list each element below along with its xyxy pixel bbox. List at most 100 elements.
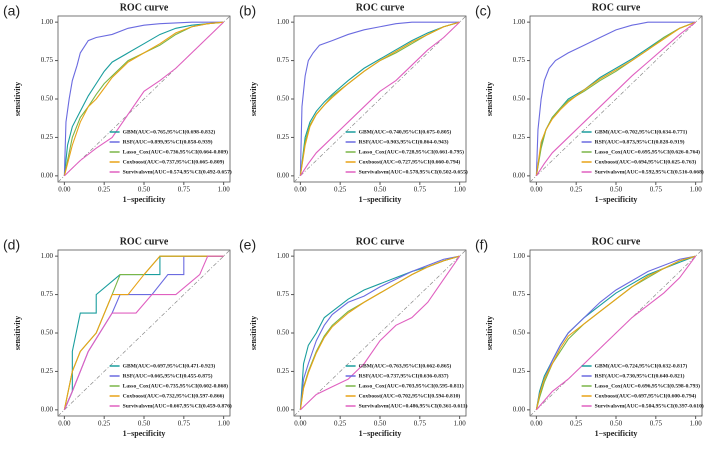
x-tick-label: 0.25 bbox=[570, 186, 583, 194]
chart-title: ROC curve bbox=[592, 236, 641, 247]
x-tick-label: 0.25 bbox=[98, 420, 111, 428]
x-axis-title: 1−specificity bbox=[123, 195, 166, 204]
roc-curve bbox=[63, 21, 224, 176]
roc-curve bbox=[63, 21, 224, 176]
chart-title: ROC curve bbox=[120, 236, 169, 247]
roc-curve bbox=[299, 255, 461, 411]
legend-label: Survivalsvm(AUC=0.592,95%CI(0.516-0.668) bbox=[595, 168, 704, 175]
roc-curve bbox=[63, 21, 225, 177]
x-tick-label: 0.50 bbox=[374, 420, 387, 428]
x-tick-label: 1.00 bbox=[218, 186, 231, 194]
y-tick-label: 0.50 bbox=[41, 95, 54, 103]
x-tick-label: 0.75 bbox=[650, 420, 663, 428]
y-axis-title: sensitivity bbox=[13, 82, 22, 116]
roc-curve bbox=[299, 21, 460, 176]
roc-curve bbox=[299, 255, 460, 410]
legend-label: Lasso_Cox(AUC=0.696,95%CI(0.598-0.793) bbox=[595, 382, 701, 389]
reference-diagonal bbox=[293, 15, 467, 183]
x-axis-title: 1−specificity bbox=[359, 429, 402, 438]
x-tick-label: 0.25 bbox=[98, 186, 111, 194]
y-tick-label: 0.00 bbox=[277, 405, 290, 413]
roc-curve bbox=[535, 255, 697, 411]
y-tick-label: 0.75 bbox=[277, 290, 290, 298]
y-tick-label: 1.00 bbox=[513, 18, 526, 26]
y-tick-label: 0.75 bbox=[277, 56, 290, 64]
y-tick-label: 0.75 bbox=[513, 56, 526, 64]
legend-label: Lasso_Cox(AUC=0.703,95%CI(0.595-0.811) bbox=[359, 382, 464, 389]
legend-label: Survivalsvm(AUC=0.504,95%CI(0.397-0.610) bbox=[595, 402, 704, 409]
x-tick-label: 0.00 bbox=[294, 186, 307, 194]
y-tick-label: 0.75 bbox=[513, 290, 526, 298]
legend-label: GBM(AUC=0.740,95%CI(0.675-0.805) bbox=[359, 128, 452, 135]
legend-label: GBM(AUC=0.765,95%CI(0.698-0.832) bbox=[123, 128, 216, 135]
y-axis-title: sensitivity bbox=[485, 316, 494, 350]
legend-label: GBM(AUC=0.697,95%CI(0.471-0.923) bbox=[123, 362, 216, 369]
roc-curve bbox=[63, 21, 224, 176]
y-tick-label: 0.00 bbox=[513, 405, 526, 413]
y-axis-title: sensitivity bbox=[249, 82, 258, 116]
y-tick-label: 0.00 bbox=[277, 171, 290, 179]
legend-label: RSF(AUC=0.899,95%CI(0.858-0.939) bbox=[123, 138, 213, 145]
x-tick-label: 0.50 bbox=[610, 420, 623, 428]
x-tick-label: 0.75 bbox=[178, 186, 191, 194]
y-tick-label: 1.00 bbox=[277, 18, 290, 26]
x-tick-label: 0.00 bbox=[530, 420, 543, 428]
legend-label: GBM(AUC=0.724,95%CI(0.632-0.817) bbox=[595, 362, 688, 369]
panel-label: (d) bbox=[3, 237, 20, 253]
y-tick-label: 0.00 bbox=[513, 171, 526, 179]
x-tick-label: 1.00 bbox=[690, 186, 703, 194]
reference-diagonal bbox=[57, 249, 231, 417]
x-axis-title: 1−specificity bbox=[595, 195, 638, 204]
x-tick-label: 0.25 bbox=[334, 420, 347, 428]
y-tick-label: 0.50 bbox=[513, 329, 526, 337]
y-tick-label: 1.00 bbox=[41, 18, 54, 26]
panel-label: (b) bbox=[239, 3, 256, 19]
x-tick-label: 0.50 bbox=[374, 186, 387, 194]
y-tick-label: 0.50 bbox=[513, 95, 526, 103]
y-tick-label: 0.50 bbox=[277, 329, 290, 337]
legend-label: Coxboost(AUC=0.737,95%CI(0.665-0.809) bbox=[123, 158, 225, 165]
reference-diagonal bbox=[529, 15, 703, 183]
legend-label: Survivalsvm(AUC=0.578,95%CI(0.502-0.655) bbox=[359, 168, 468, 175]
chart-title: ROC curve bbox=[356, 236, 405, 247]
x-axis-title: 1−specificity bbox=[123, 429, 166, 438]
y-tick-label: 0.25 bbox=[41, 367, 54, 375]
roc-curve bbox=[535, 21, 696, 176]
roc-curve bbox=[535, 21, 696, 177]
legend-label: RSF(AUC=0.873,95%CI(0.828-0.919) bbox=[595, 138, 685, 145]
roc-curve bbox=[299, 21, 460, 176]
reference-diagonal bbox=[293, 249, 467, 417]
legend-label: Survivalsvm(AUC=0.667,95%CI(0.459-0.876) bbox=[123, 402, 232, 409]
roc-curve bbox=[535, 255, 696, 410]
legend-label: Lasso_Cox(AUC=0.736,95%CI(0.664-0.809) bbox=[123, 148, 229, 155]
y-tick-label: 1.00 bbox=[41, 252, 54, 260]
legend-label: Coxboost(AUC=0.697,95%CI(0.600-0.794) bbox=[595, 392, 697, 399]
legend-label: RSF(AUC=0.665,95%CI(0.455-0.875) bbox=[123, 372, 213, 379]
chart-title: ROC curve bbox=[120, 2, 169, 13]
legend-label: GBM(AUC=0.702,95%CI(0.634-0.771) bbox=[595, 128, 688, 135]
y-axis-title: sensitivity bbox=[485, 82, 494, 116]
x-tick-label: 0.75 bbox=[178, 420, 191, 428]
x-tick-label: 1.00 bbox=[218, 420, 231, 428]
x-tick-label: 0.25 bbox=[570, 420, 583, 428]
roc-curve bbox=[535, 21, 696, 176]
y-tick-label: 0.50 bbox=[41, 329, 54, 337]
roc-curve bbox=[299, 21, 461, 177]
y-tick-label: 0.25 bbox=[513, 133, 526, 141]
legend-label: Coxboost(AUC=0.727,95%CI(0.660-0.794) bbox=[359, 158, 461, 165]
panel-label: (e) bbox=[239, 237, 256, 253]
panel-label: (f) bbox=[475, 237, 488, 253]
x-tick-label: 0.00 bbox=[58, 420, 71, 428]
x-tick-label: 0.00 bbox=[58, 186, 71, 194]
y-tick-label: 1.00 bbox=[277, 252, 290, 260]
y-tick-label: 1.00 bbox=[513, 252, 526, 260]
legend-label: RSF(AUC=0.903,95%CI(0.864-0.943) bbox=[359, 138, 449, 145]
chart-title: ROC curve bbox=[592, 2, 641, 13]
legend-label: Lasso_Cox(AUC=0.735,95%CI(0.602-0.868) bbox=[123, 382, 229, 389]
panel-label: (c) bbox=[475, 3, 491, 19]
y-axis-title: sensitivity bbox=[13, 316, 22, 350]
panel-label: (a) bbox=[3, 3, 20, 19]
chart-title: ROC curve bbox=[356, 2, 405, 13]
y-tick-label: 0.75 bbox=[41, 56, 54, 64]
legend-label: Coxboost(AUC=0.702,95%CI(0.594-0.810) bbox=[359, 392, 461, 399]
